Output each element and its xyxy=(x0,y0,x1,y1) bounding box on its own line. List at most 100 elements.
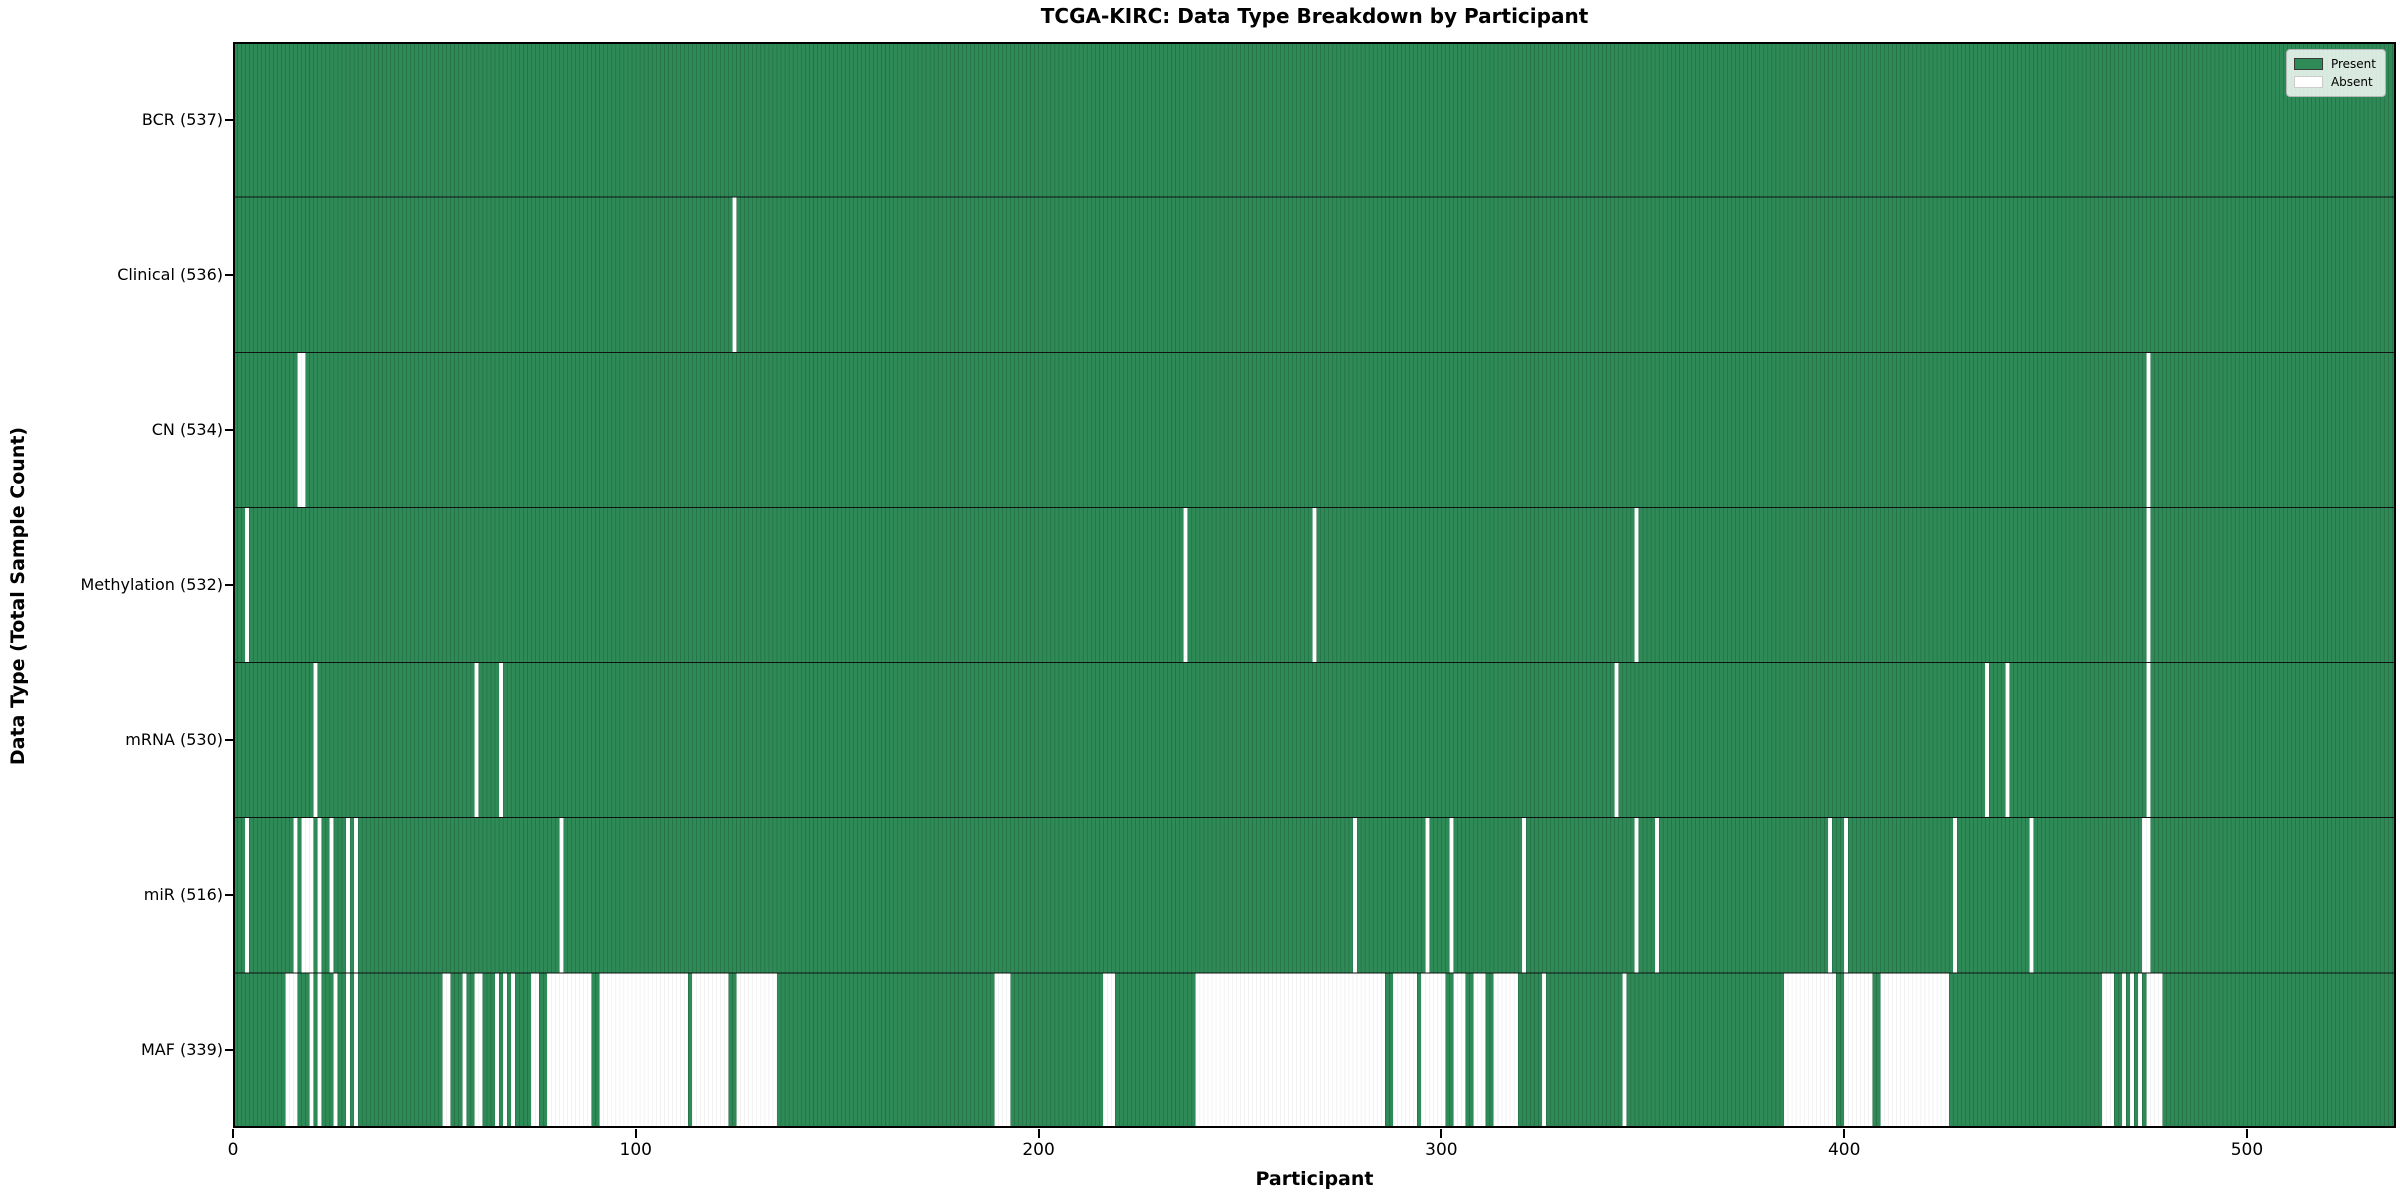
xtick-mark xyxy=(1440,1129,1443,1138)
absent-stripe xyxy=(462,972,467,1128)
absent-stripe xyxy=(547,972,592,1128)
absent-stripe xyxy=(329,817,334,973)
absent-stripe xyxy=(345,817,350,973)
xtick-mark xyxy=(2245,1129,2248,1138)
ytick-mark xyxy=(225,428,233,431)
absent-stripe xyxy=(317,972,322,1128)
legend-label: Present xyxy=(2330,57,2376,71)
absent-stripe xyxy=(1449,817,1454,973)
ytick-mark xyxy=(225,894,233,897)
absent-stripe xyxy=(1952,817,1957,973)
absent-stripe xyxy=(317,817,322,973)
xtick-label-300: 300 xyxy=(1425,1140,1458,1160)
xtick-label-500: 500 xyxy=(2230,1140,2264,1160)
absent-stripe xyxy=(293,817,298,973)
ytick-mark xyxy=(225,1049,233,1052)
absent-stripe xyxy=(442,972,451,1128)
absent-stripe xyxy=(297,352,306,508)
absent-stripe xyxy=(2122,972,2127,1128)
xtick-label-200: 200 xyxy=(1022,1140,1055,1160)
absent-stripe xyxy=(309,972,314,1128)
absent-stripe xyxy=(2146,662,2151,818)
xtick-label-400: 400 xyxy=(1827,1140,1861,1160)
absent-stripe xyxy=(1634,817,1639,973)
absent-stripe xyxy=(498,662,503,818)
absent-stripe xyxy=(1783,972,1837,1128)
ytick-label-mir: miR (516) xyxy=(143,885,223,905)
legend-entry-absent: Absent xyxy=(2293,73,2376,91)
absent-stripe xyxy=(333,972,338,1128)
absent-stripe xyxy=(732,197,737,353)
absent-stripe xyxy=(502,972,507,1128)
absent-stripe xyxy=(2146,972,2163,1128)
row-mrna xyxy=(233,662,2396,818)
absent-stripe xyxy=(1844,972,1873,1128)
ytick-label-methylation: Methylation (532) xyxy=(80,575,223,594)
row-cn xyxy=(233,351,2396,508)
chart-title: TCGA-KIRC: Data Type Breakdown by Partic… xyxy=(1040,4,1589,28)
absent-stripe xyxy=(2146,507,2151,663)
absent-stripe xyxy=(736,972,777,1128)
legend: Present Absent xyxy=(2285,49,2386,97)
row-mir xyxy=(233,817,2396,973)
absent-stripe xyxy=(353,972,358,1128)
present-band xyxy=(233,817,2396,973)
absent-stripe xyxy=(1828,817,1833,973)
ytick-mark xyxy=(225,584,233,586)
ytick-label-bcr: BCR (537) xyxy=(141,109,223,129)
ytick-mark xyxy=(225,273,233,276)
ytick-label-cn: CN (534) xyxy=(151,419,223,439)
y-axis-label: Data Type (Total Sample Count) xyxy=(7,426,29,766)
absent-stripe xyxy=(2146,352,2151,508)
absent-stripe xyxy=(474,972,483,1128)
absent-stripe xyxy=(510,972,515,1128)
absent-stripe xyxy=(245,507,250,663)
absent-stripe xyxy=(2101,972,2115,1128)
present-band xyxy=(233,662,2396,818)
absent-stripe xyxy=(1453,972,1466,1128)
absent-stripe xyxy=(599,972,689,1128)
absent-stripe xyxy=(531,972,540,1128)
ytick-label-maf: MAF (339) xyxy=(140,1040,223,1060)
absent-stripe xyxy=(994,972,1011,1128)
xtick-mark xyxy=(232,1129,234,1138)
absent-stripe xyxy=(1880,972,1949,1128)
absent-stripe xyxy=(1195,972,1385,1128)
ytick-mark xyxy=(225,739,233,742)
plot-area: Present Absent xyxy=(233,42,2396,1128)
row-clinical xyxy=(233,196,2396,353)
absent-stripe xyxy=(1183,507,1188,663)
absent-stripe xyxy=(2029,817,2034,973)
xtick-mark xyxy=(1037,1129,1040,1138)
absent-stripe xyxy=(285,972,298,1128)
absent-stripe xyxy=(1622,972,1627,1128)
absent-stripe xyxy=(2130,972,2135,1128)
row-bcr xyxy=(233,42,2396,198)
absent-stripe xyxy=(1393,972,1418,1128)
absent-stripe xyxy=(1421,972,1446,1128)
absent-stripe xyxy=(245,817,250,973)
absent-stripe xyxy=(1425,817,1430,973)
absent-stripe xyxy=(1985,662,1990,818)
ytick-label-clinical: Clinical (536) xyxy=(117,264,223,284)
present-band xyxy=(233,42,2396,198)
absent-stripe xyxy=(1654,817,1659,973)
xtick-label-0: 0 xyxy=(227,1140,239,1160)
xtick-mark xyxy=(634,1129,637,1138)
xtick-label-100: 100 xyxy=(619,1140,653,1160)
legend-label: Absent xyxy=(2330,75,2373,89)
absent-stripe xyxy=(301,817,314,973)
plot-border xyxy=(233,42,2396,1128)
present-band xyxy=(233,352,2396,508)
ytick-mark xyxy=(225,118,233,121)
legend-entry-present: Present xyxy=(2293,55,2376,73)
absent-stripe xyxy=(1493,972,1518,1128)
absent-stripe xyxy=(345,972,350,1128)
absent-stripe xyxy=(474,662,479,818)
absent-stripe xyxy=(1352,817,1357,973)
absent-stripe xyxy=(1844,817,1849,973)
present-band xyxy=(233,197,2396,353)
presence-matrix-chart xyxy=(233,42,2396,1128)
absent-stripe xyxy=(692,972,729,1128)
ytick-label-mrna: mRNA (530) xyxy=(125,730,223,750)
